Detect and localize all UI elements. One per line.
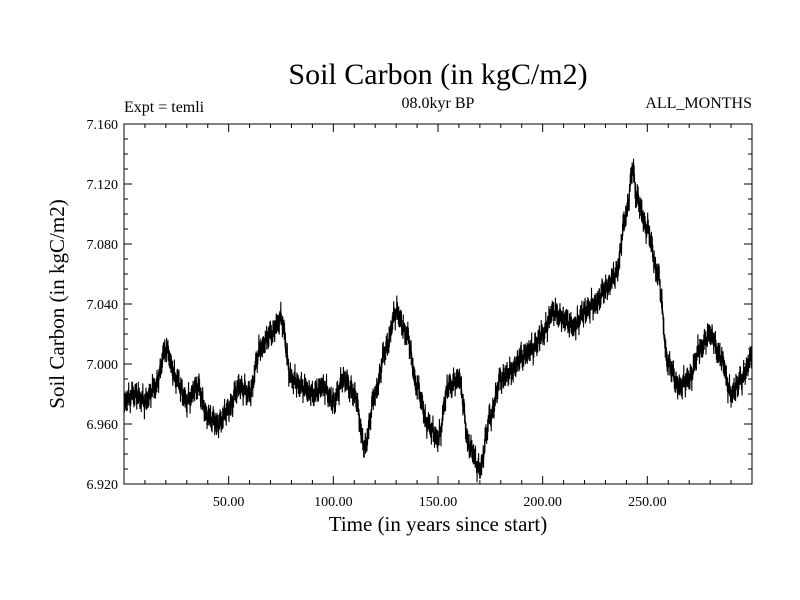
x-axis-label: Time (in years since start) xyxy=(329,512,548,536)
series-line-soil-carbon xyxy=(123,158,753,483)
x-tick-label: 100.00 xyxy=(314,495,353,510)
y-tick-label: 7.120 xyxy=(87,178,119,193)
x-tick-label: 150.00 xyxy=(419,495,458,510)
chart-subtitle: 08.0kyr BP xyxy=(402,95,475,112)
left-annotation: Expt = temli xyxy=(124,99,205,116)
y-axis: 6.920 6.960 7.000 7.040 7.080 7.120 7.160 xyxy=(87,118,752,493)
chart-title: Soil Carbon (in kgC/m2) xyxy=(288,58,587,91)
x-tick-label: 200.00 xyxy=(523,495,562,510)
y-tick-label: 7.080 xyxy=(87,238,119,253)
x-tick-label: 250.00 xyxy=(628,495,667,510)
y-tick-label: 6.920 xyxy=(87,478,119,493)
y-tick-label: 7.040 xyxy=(87,298,119,313)
y-axis-label: Soil Carbon (in kgC/m2) xyxy=(45,199,69,408)
x-tick-label: 50.00 xyxy=(213,495,245,510)
x-axis: 50.00 100.00 150.00 200.00 250.00 xyxy=(144,124,732,510)
y-tick-label: 6.960 xyxy=(87,418,119,433)
y-tick-label: 7.160 xyxy=(87,118,119,133)
right-annotation: ALL_MONTHS xyxy=(645,95,752,112)
y-tick-label: 7.000 xyxy=(87,358,119,373)
data-layer xyxy=(123,158,753,483)
